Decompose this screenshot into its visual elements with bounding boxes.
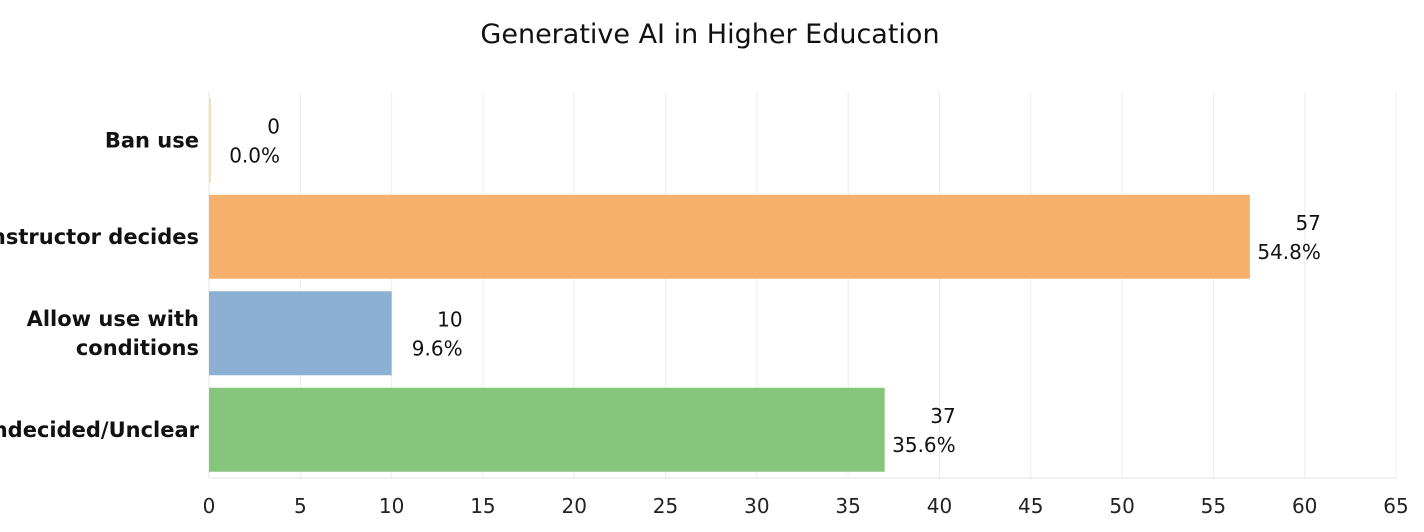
x-tick-label: 30 [744, 494, 769, 518]
x-tick-label: 20 [562, 494, 587, 518]
bar [209, 194, 1250, 279]
bar [209, 387, 885, 472]
x-tick-label: 5 [294, 494, 307, 518]
bars [209, 98, 1250, 472]
x-tick-label: 55 [1201, 494, 1226, 518]
gridlines [208, 92, 1397, 479]
x-tick-label: 45 [1018, 494, 1043, 518]
x-axis-ticks: 0 5 10 15 20 25 30 35 40 45 50 55 60 65 [203, 494, 1409, 518]
category-label: Ban use [105, 128, 199, 152]
x-tick-label: 60 [1292, 494, 1317, 518]
category-label: conditions [76, 336, 199, 360]
category-label: Instructor decides [0, 225, 199, 249]
x-tick-label: 35 [835, 494, 860, 518]
category-label: Undecided/Unclear [0, 418, 200, 442]
category-label: Allow use with [27, 307, 199, 331]
category-labels: Ban use Instructor decides Allow use with c… [0, 128, 200, 442]
value-label: 0 [267, 114, 280, 138]
x-tick-label: 0 [203, 494, 216, 518]
percent-label: 0.0% [229, 143, 280, 167]
value-label: 10 [437, 307, 462, 331]
percent-label: 35.6% [892, 433, 956, 457]
x-tick-label: 10 [379, 494, 404, 518]
x-tick-label: 15 [470, 494, 495, 518]
chart-title: Generative AI in Higher Education [480, 19, 939, 50]
x-tick-label: 25 [653, 494, 678, 518]
bar [209, 98, 211, 183]
x-tick-label: 40 [927, 494, 952, 518]
percent-label: 9.6% [412, 336, 463, 360]
data-labels: 0 0.0% 57 54.8% 10 9.6% 37 35.6% [229, 114, 1321, 457]
percent-label: 54.8% [1257, 240, 1321, 264]
value-label: 57 [1295, 211, 1320, 235]
x-tick-label: 50 [1109, 494, 1134, 518]
bar [209, 291, 392, 376]
x-tick-label: 65 [1383, 494, 1408, 518]
value-label: 37 [930, 404, 955, 428]
